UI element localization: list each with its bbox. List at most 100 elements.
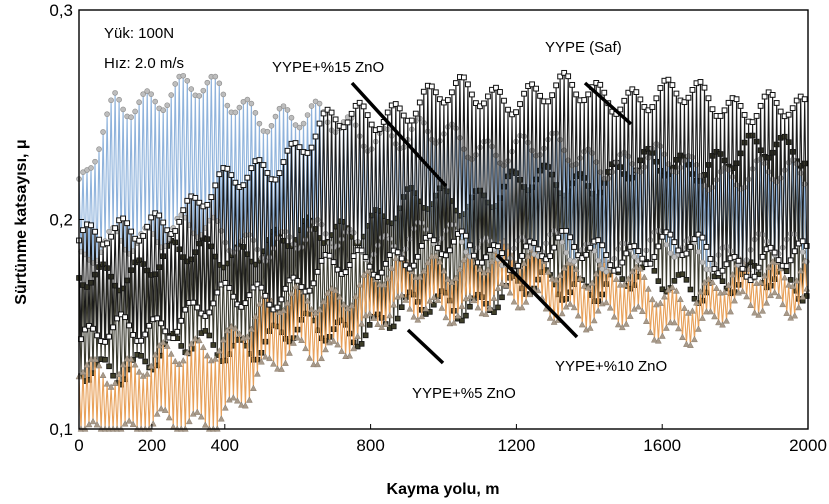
- data-point: [418, 312, 426, 320]
- data-point: [777, 175, 784, 181]
- data-point: [495, 243, 501, 250]
- data-point: [364, 267, 372, 274]
- data-point: [645, 154, 652, 161]
- data-point: [797, 170, 804, 177]
- data-point: [767, 244, 774, 251]
- data-point: [648, 295, 656, 303]
- data-point: [168, 231, 175, 237]
- data-point: [432, 89, 439, 96]
- data-point: [549, 171, 555, 178]
- data-point: [252, 110, 259, 116]
- data-point: [119, 360, 127, 368]
- data-point: [775, 292, 783, 299]
- data-point: [459, 228, 465, 235]
- data-point: [148, 214, 155, 221]
- data-point: [316, 100, 323, 107]
- data-point: [757, 278, 765, 285]
- data-point: [771, 249, 778, 256]
- y-axis-title: Sürtünme katsayısı, μ: [13, 139, 30, 304]
- data-point: [632, 263, 640, 270]
- data-point: [777, 108, 784, 115]
- data-point: [224, 102, 231, 109]
- data-point: [354, 332, 362, 340]
- data-point: [256, 120, 263, 127]
- data-point: [274, 235, 281, 242]
- data-point: [370, 314, 378, 321]
- data-point: [376, 280, 384, 288]
- data-point: [128, 114, 134, 121]
- data-point: [725, 99, 732, 106]
- data-point: [201, 421, 209, 428]
- data-point: [733, 182, 740, 188]
- data-point: [348, 301, 356, 309]
- data-point: [588, 279, 596, 286]
- data-point: [110, 372, 116, 379]
- data-point: [515, 262, 521, 269]
- data-point: [501, 97, 507, 104]
- data-point: [755, 311, 763, 318]
- series-line: [78, 72, 808, 342]
- data-point: [803, 285, 811, 292]
- data-point: [679, 333, 686, 341]
- data-point: [178, 317, 185, 324]
- data-point: [154, 315, 161, 322]
- data-point: [176, 218, 183, 225]
- data-point: [100, 129, 106, 135]
- data-point: [771, 276, 778, 282]
- data-point: [689, 154, 696, 160]
- data-point: [465, 81, 471, 88]
- data-point: [609, 169, 616, 175]
- data-point: [216, 171, 223, 178]
- data-point: [156, 212, 163, 219]
- data-point: [642, 317, 650, 324]
- data-point: [452, 80, 459, 86]
- data-point: [246, 292, 253, 299]
- condition-load: Yük: 100N: [104, 25, 174, 42]
- data-point: [499, 250, 505, 257]
- data-point: [164, 102, 171, 109]
- data-point: [242, 300, 249, 307]
- data-point: [247, 325, 255, 332]
- x-tick-label: 200: [138, 436, 166, 455]
- data-point: [721, 288, 728, 295]
- data-point: [157, 404, 165, 412]
- data-point: [563, 249, 569, 256]
- data-point: [191, 335, 199, 342]
- data-point: [114, 315, 120, 322]
- data-point: [206, 309, 213, 316]
- data-point: [787, 257, 794, 264]
- data-point: [111, 379, 119, 386]
- data-point: [332, 286, 340, 294]
- data-point: [406, 305, 414, 312]
- data-point: [400, 112, 407, 119]
- annotation-label-saf: YYPE (Saf): [545, 39, 622, 56]
- data-point: [799, 293, 807, 300]
- data-point: [332, 116, 339, 123]
- data-point: [739, 265, 746, 272]
- data-point: [606, 304, 614, 311]
- data-point: [631, 243, 638, 249]
- data-point: [172, 228, 179, 234]
- data-point: [555, 234, 562, 241]
- data-point: [288, 114, 295, 121]
- data-point: [102, 339, 108, 345]
- data-point: [153, 410, 161, 417]
- data-point: [513, 170, 519, 176]
- data-point: [304, 150, 311, 156]
- data-point: [444, 97, 451, 103]
- data-point: [584, 284, 592, 291]
- data-point: [580, 282, 588, 289]
- data-point: [573, 91, 580, 98]
- data-point: [128, 228, 135, 235]
- data-point: [378, 323, 386, 330]
- data-point: [733, 160, 740, 167]
- data-point: [793, 277, 801, 284]
- data-point: [328, 284, 336, 292]
- data-point: [467, 303, 473, 310]
- annotation-pointer-15-zno: [350, 81, 448, 188]
- data-point: [623, 250, 630, 257]
- data-point: [160, 253, 166, 259]
- data-point: [631, 253, 638, 260]
- data-point: [571, 244, 578, 250]
